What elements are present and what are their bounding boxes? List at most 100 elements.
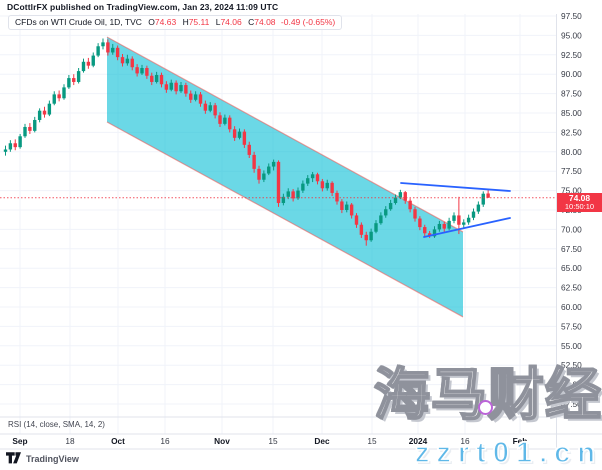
candle-body — [179, 85, 183, 92]
trendline-upper[interactable] — [400, 182, 511, 192]
candle-body — [18, 136, 22, 148]
candle-body — [310, 174, 315, 179]
candle-body — [281, 196, 286, 204]
symbol-legend[interactable]: CFDs on WTI Crude Oil, 1D, TVC O74.63 H7… — [8, 15, 343, 30]
candle-body — [398, 192, 403, 198]
candle-body — [325, 182, 329, 189]
candle-body — [52, 94, 56, 104]
tradingview-logo-icon — [6, 452, 21, 464]
candle-body — [203, 103, 208, 111]
ohlc-low-letter: L — [215, 17, 221, 27]
candle-body — [13, 143, 17, 148]
candle-body — [57, 94, 61, 99]
ohlc-low-value: 74.06 — [220, 17, 242, 27]
candle-body — [369, 231, 373, 241]
ohlc-open-value: 74.63 — [154, 17, 177, 27]
watermark-url-text: zzrt01.cn — [414, 436, 602, 470]
candle-body — [223, 117, 227, 124]
candle-body — [345, 204, 349, 210]
candle-body — [76, 71, 81, 82]
candle-body — [101, 42, 105, 47]
candle-body — [115, 47, 120, 58]
ohlc-close-value: 74.08 — [254, 17, 276, 27]
candle-body — [364, 234, 368, 241]
time-tick-label: Dec — [314, 436, 330, 446]
candle-body — [62, 87, 66, 99]
candle-body — [184, 85, 188, 94]
candle-body — [96, 46, 100, 56]
candle-body — [213, 105, 217, 116]
candle-body — [33, 119, 37, 131]
ohlc-open-letter: O — [148, 17, 155, 27]
candle-body — [37, 110, 42, 120]
candle-body — [247, 144, 251, 155]
candle-body — [42, 110, 47, 115]
candle-body — [169, 82, 173, 90]
candle-body — [374, 223, 378, 232]
candle-body — [296, 190, 300, 199]
candle-body — [91, 55, 95, 66]
price-tick-label: 55.00 — [561, 341, 582, 351]
rsi-indicator-label[interactable]: RSI (14, close, SMA, 14, 2) — [8, 420, 105, 429]
candle-body — [120, 57, 125, 64]
candle-body — [23, 126, 27, 137]
candle-body — [135, 67, 139, 74]
candle-body — [403, 192, 407, 201]
price-tick-label: 65.00 — [561, 263, 582, 273]
candle-body — [262, 173, 266, 180]
candle-body — [189, 93, 193, 100]
ohlc-close-letter: C — [248, 17, 255, 27]
price-tick-label: 82.50 — [561, 127, 582, 137]
price-tick-label: 60.00 — [561, 302, 582, 312]
price-tick-label: 97.50 — [561, 11, 582, 21]
candle-body — [271, 161, 276, 167]
candle-body — [28, 126, 32, 131]
trendline-lower[interactable] — [423, 217, 511, 238]
price-tick-label: 75.00 — [561, 186, 582, 196]
candle-body — [145, 67, 149, 76]
candle-body — [340, 201, 344, 210]
candle-body — [257, 168, 261, 180]
price-tick-label: 77.50 — [561, 166, 582, 176]
candle-body — [388, 203, 393, 210]
candle-body — [67, 78, 71, 88]
channel-lower-border[interactable] — [106, 121, 464, 318]
candle-body — [447, 220, 451, 229]
candle-body — [432, 229, 437, 237]
time-tick-label: Feb — [513, 436, 528, 446]
price-tick-label: 47.50 — [561, 399, 582, 409]
price-tick-label: 67.50 — [561, 244, 582, 254]
candle-body — [379, 215, 383, 224]
candle-body — [267, 166, 271, 174]
price-tick-label: 95.00 — [561, 30, 582, 40]
candle-body — [359, 224, 364, 235]
time-tick-label: Nov — [214, 436, 230, 446]
candle-body — [437, 223, 442, 230]
tradingview-attribution[interactable]: TradingView — [6, 452, 79, 466]
tradingview-brand-text: TradingView — [26, 454, 79, 464]
candle-body — [349, 204, 354, 216]
candle-body — [111, 47, 115, 53]
candle-body — [252, 154, 256, 169]
candle-body — [320, 181, 325, 189]
candle-body — [228, 117, 232, 130]
candle-body — [462, 222, 466, 225]
last-price-value: 74.08 — [568, 193, 591, 203]
candle-body — [218, 115, 222, 124]
ohlc-high-value: 75.11 — [188, 17, 210, 27]
candle-body — [476, 204, 481, 212]
descending-channel-fill[interactable] — [107, 37, 463, 317]
candle-body — [130, 58, 134, 68]
symbol-title: CFDs on WTI Crude Oil, 1D, TVC — [15, 17, 142, 27]
candle-body — [330, 182, 334, 193]
price-tick-label: 87.50 — [561, 89, 582, 99]
price-tick-label: 80.00 — [561, 147, 582, 157]
candle-body — [198, 94, 203, 104]
candle-body — [276, 161, 281, 204]
price-tick-label: 85.00 — [561, 108, 582, 118]
candle-body — [174, 82, 178, 92]
candle-body — [452, 215, 456, 221]
candle-body — [427, 233, 432, 237]
